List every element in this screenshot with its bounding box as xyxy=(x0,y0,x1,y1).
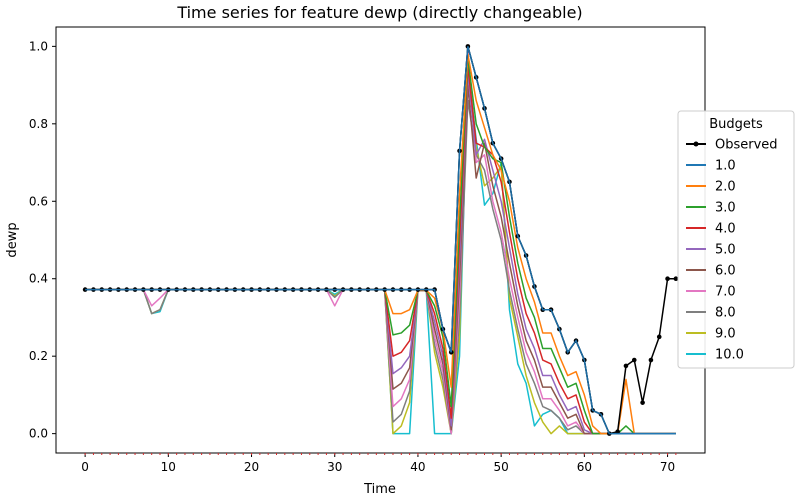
legend-entry: 4.0 xyxy=(715,222,736,237)
data-point xyxy=(640,400,645,405)
x-axis-label: Time xyxy=(363,482,396,497)
y-tick-label: 0.2 xyxy=(29,349,48,363)
x-tick-label: 60 xyxy=(577,460,592,474)
legend-title: Budgets xyxy=(709,117,763,132)
x-tick-label: 70 xyxy=(660,460,675,474)
data-point xyxy=(648,357,654,363)
legend-entry: 3.0 xyxy=(715,201,736,216)
y-tick-label: 1.0 xyxy=(29,39,48,53)
x-tick-label: 20 xyxy=(244,460,259,474)
legend-entry: 1.0 xyxy=(715,159,736,174)
y-tick-label: 0.4 xyxy=(29,272,48,286)
chart-title: Time series for feature dewp (directly c… xyxy=(176,3,582,22)
plot-frame xyxy=(55,26,706,454)
legend-entry: 5.0 xyxy=(715,243,736,258)
x-tick-label: 10 xyxy=(161,460,176,474)
x-axis: 0 10 20 30 40 50 60 70 xyxy=(81,453,677,474)
legend-entry: Observed xyxy=(715,138,778,153)
y-tick-label: 0.0 xyxy=(29,427,48,441)
legend-entry: 10.0 xyxy=(715,348,744,363)
series-line-overlay xyxy=(85,46,676,435)
x-tick-label: 0 xyxy=(81,460,89,474)
series-line-8.0 xyxy=(85,99,676,435)
plot-area xyxy=(82,44,679,436)
legend-entry: 7.0 xyxy=(715,285,736,300)
data-point xyxy=(656,334,662,340)
legend: Budgets Observed 1.0 2.0 3.0 4.0 5.0 6.0 7.0 8.0 9… xyxy=(677,110,795,369)
y-axis-label: dewp xyxy=(5,222,20,257)
data-point xyxy=(665,276,670,282)
legend-entry: 2.0 xyxy=(715,180,736,195)
x-tick-label: 30 xyxy=(327,460,342,474)
data-point xyxy=(623,363,629,369)
legend-entry: 9.0 xyxy=(715,327,736,342)
legend-box xyxy=(677,110,795,369)
x-tick-label: 40 xyxy=(410,460,425,474)
y-tick-label: 0.8 xyxy=(29,117,48,131)
y-axis: 0.0 0.2 0.4 0.6 0.8 1.0 xyxy=(29,39,56,441)
x-tick-label: 50 xyxy=(494,460,509,474)
legend-marker xyxy=(693,141,699,147)
legend-entry: 6.0 xyxy=(715,264,736,279)
legend-entry: 8.0 xyxy=(715,306,736,321)
y-tick-label: 0.6 xyxy=(29,194,48,208)
data-point xyxy=(615,429,620,435)
data-point xyxy=(631,357,637,363)
data-point xyxy=(673,276,679,282)
